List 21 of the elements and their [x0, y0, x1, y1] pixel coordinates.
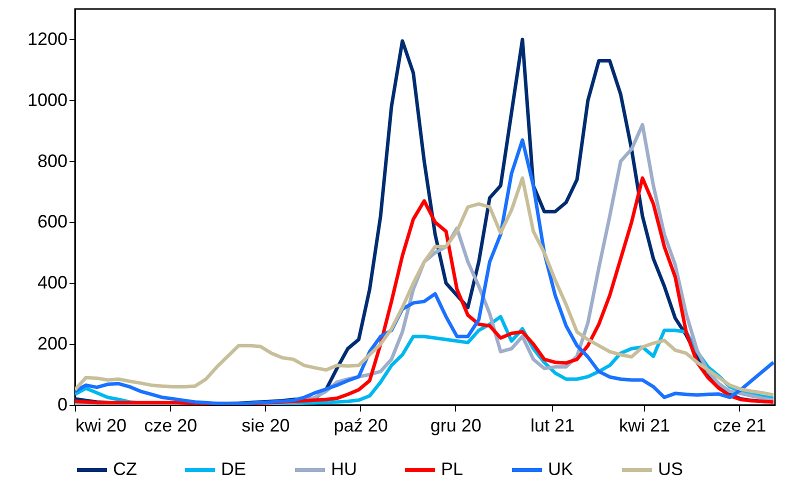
y-tick-label: 1000 — [27, 90, 68, 110]
legend-label: CZ — [113, 459, 137, 479]
y-tick-label: 1200 — [27, 28, 68, 49]
y-tick-label: 600 — [37, 212, 68, 232]
y-tick-label: 0 — [57, 394, 68, 414]
x-tick-label: kwi 21 — [619, 416, 670, 436]
x-tick-label: lut 21 — [530, 416, 575, 436]
legend-label: PL — [441, 459, 464, 479]
x-tick-label: gru 20 — [430, 416, 482, 436]
legend-label: UK — [548, 459, 574, 479]
y-tick-label: 800 — [37, 150, 68, 171]
y-tick-label: 400 — [37, 272, 68, 293]
legend-label: HU — [331, 459, 357, 479]
x-tick-label: paź 20 — [334, 416, 388, 436]
legend-label: US — [658, 459, 684, 479]
y-tick-label: 200 — [37, 334, 68, 354]
x-tick-label: sie 20 — [242, 416, 290, 436]
legend-label: DE — [221, 459, 246, 479]
x-tick-label: cze 20 — [144, 416, 198, 436]
x-tick-label: kwi 20 — [76, 416, 127, 436]
x-tick-label: cze 21 — [713, 416, 766, 436]
